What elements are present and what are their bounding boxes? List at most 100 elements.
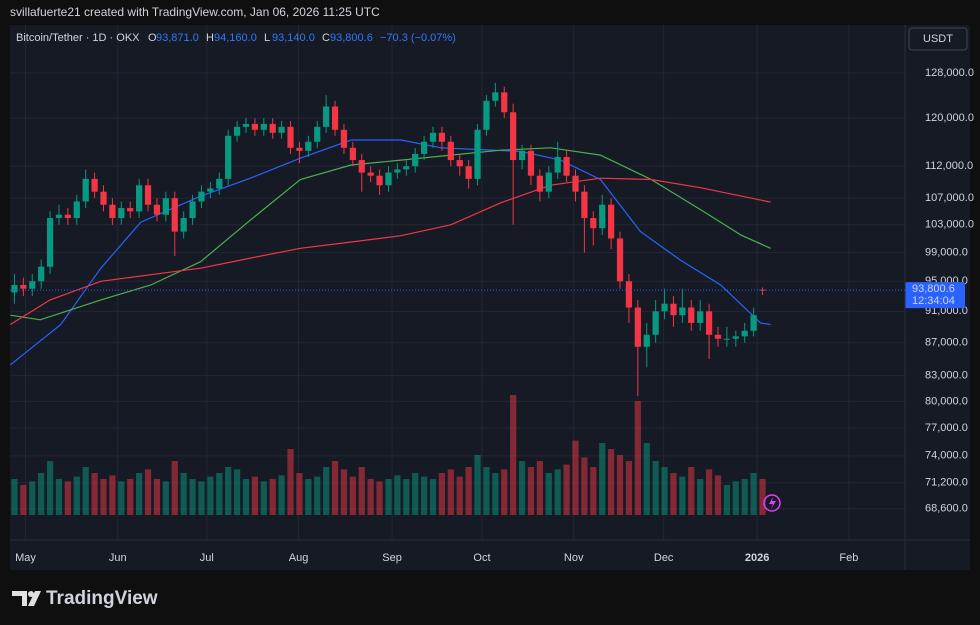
- volume-bar: [189, 479, 196, 515]
- volume-bar: [349, 476, 356, 515]
- candle-body: [233, 126, 241, 136]
- candle-body: [20, 284, 27, 289]
- x-tick-label: Jun: [109, 552, 127, 564]
- volume-bar: [180, 473, 187, 515]
- volume-bar: [55, 479, 63, 515]
- candle-body: [216, 178, 223, 189]
- volume-bar: [358, 467, 365, 515]
- volume-bar: [456, 476, 463, 515]
- grid: [10, 25, 905, 540]
- volume-bar: [608, 449, 615, 515]
- candle-body: [198, 191, 205, 202]
- y-tick-label: 71,200.0: [925, 477, 968, 489]
- candle-body: [483, 100, 490, 130]
- candle-body: [590, 218, 597, 229]
- x-tick-label: 2026: [745, 552, 769, 564]
- volume-bar: [536, 461, 543, 515]
- alert-bolt: [769, 497, 776, 509]
- candle-body: [331, 106, 339, 130]
- volume-bar: [501, 469, 508, 515]
- legend-name: O: [148, 32, 157, 44]
- volume-bar: [118, 481, 125, 515]
- volume-bar: [225, 467, 232, 515]
- symbol: Bitcoin/Tether · 1D · OKX: [16, 32, 140, 44]
- volume-bar: [563, 464, 570, 515]
- candle-body: [420, 141, 428, 154]
- candle-body: [358, 160, 365, 173]
- volume-bar: [376, 481, 383, 515]
- candle-body: [403, 166, 410, 170]
- candle-body: [127, 208, 134, 212]
- y-tick-label: 128,000.0: [925, 67, 974, 79]
- y-tick-label: 80,000.0: [925, 395, 968, 407]
- volume-bar: [723, 485, 731, 515]
- candle-body: [162, 198, 169, 215]
- y-tick-label: 103,000.0: [925, 219, 974, 231]
- candle-body: [714, 334, 722, 339]
- candle-body: [750, 315, 757, 331]
- candles: [11, 82, 766, 397]
- volume-bar: [323, 467, 330, 515]
- candle-body: [652, 311, 659, 335]
- overlay: 128,000.0 120,000.0 112,000.0 107,000.0 103,…: [10, 67, 974, 564]
- volume-bar: [314, 476, 321, 515]
- candle-body: [501, 92, 508, 113]
- volume-bar: [82, 467, 89, 515]
- candle-body: [55, 214, 63, 219]
- candle-body: [305, 141, 312, 151]
- volume-bar: [162, 481, 169, 515]
- legend: O 93,871.0 H 94,160.0 L 93,140.0 C 93,800.6: [148, 32, 373, 44]
- volume-bar: [759, 479, 766, 515]
- volume-bar: [625, 461, 633, 515]
- candle-body: [100, 191, 107, 205]
- volume-bar: [278, 475, 285, 515]
- currency-box[interactable]: [908, 27, 968, 51]
- candle-body: [278, 126, 285, 133]
- y-tick-label: 87,000.0: [925, 337, 968, 349]
- candle-body: [527, 150, 535, 176]
- candle-body: [367, 172, 374, 176]
- candle-body: [153, 204, 161, 215]
- y-tick-label: 99,000.0: [925, 246, 968, 258]
- legend-name: L: [264, 32, 270, 44]
- candle-body: [385, 172, 392, 186]
- volume-bar: [634, 401, 641, 515]
- candle-body: [323, 106, 330, 127]
- volume-bar: [305, 479, 312, 515]
- volume-bar: [661, 467, 668, 515]
- volume-bar: [510, 395, 517, 515]
- volume-bar: [750, 473, 757, 515]
- volume-bar: [429, 479, 437, 515]
- brand: TradingView: [46, 588, 158, 609]
- currency[interactable]: USDT: [923, 33, 953, 45]
- candle-body: [180, 218, 187, 232]
- candle-body: [109, 204, 116, 219]
- candle-body: [705, 311, 713, 335]
- candle-body: [349, 147, 356, 161]
- legend-name: H: [206, 32, 214, 44]
- x-tick-label: Sep: [382, 552, 402, 564]
- volume-bar: [46, 461, 54, 515]
- volume-bar: [64, 481, 72, 515]
- candle-body: [608, 204, 615, 239]
- volume-bar: [518, 461, 526, 515]
- candle-body: [438, 132, 446, 142]
- alert-icon[interactable]: [763, 494, 781, 512]
- logo-mark: [12, 591, 27, 606]
- y-tick-label: 112,000.0: [925, 160, 973, 172]
- volume-bar: [616, 455, 624, 515]
- volume-bar: [705, 469, 713, 515]
- legend-value: 94,160.0: [214, 32, 257, 44]
- candle-body: [723, 338, 731, 340]
- volume-bar: [474, 455, 481, 515]
- candle-body: [759, 289, 766, 291]
- volume-bar: [242, 479, 250, 515]
- x-tick-label: Jul: [200, 552, 214, 564]
- logo-mark: [28, 591, 41, 606]
- volume-bar: [492, 473, 499, 515]
- x-tick-label: Dec: [654, 552, 674, 564]
- volume-bar: [527, 467, 535, 515]
- candle-body: [38, 266, 45, 282]
- y-tick-label: 91,000.0: [925, 305, 968, 317]
